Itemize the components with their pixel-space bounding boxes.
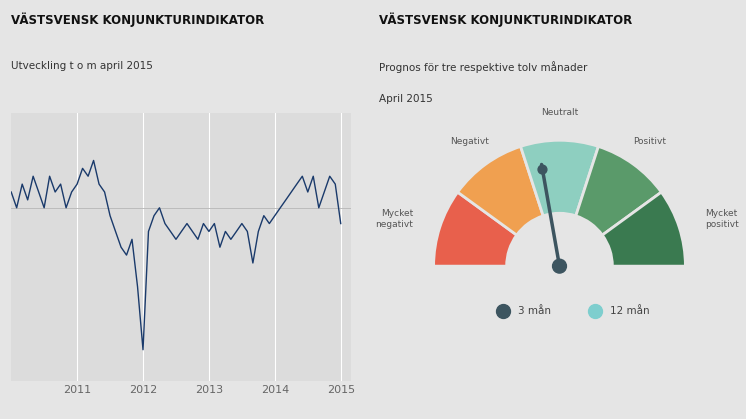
Text: Mycket
positivt: Mycket positivt: [706, 209, 739, 229]
Text: Mycket
negativt: Mycket negativt: [375, 209, 413, 229]
Text: April 2015: April 2015: [379, 94, 433, 104]
Wedge shape: [433, 192, 517, 266]
Text: 3 mån: 3 mån: [518, 306, 551, 316]
Text: Positivt: Positivt: [633, 137, 666, 146]
Text: Utveckling t o m april 2015: Utveckling t o m april 2015: [11, 61, 153, 71]
Text: VÄSTSVENSK KONJUNKTURINDIKATOR: VÄSTSVENSK KONJUNKTURINDIKATOR: [11, 13, 264, 27]
Wedge shape: [457, 146, 543, 235]
Text: VÄSTSVENSK KONJUNKTURINDIKATOR: VÄSTSVENSK KONJUNKTURINDIKATOR: [379, 13, 632, 27]
Circle shape: [553, 259, 566, 273]
Text: 12 mån: 12 mån: [610, 306, 650, 316]
Wedge shape: [576, 146, 662, 235]
Text: Negativt: Negativt: [450, 137, 489, 146]
Text: Prognos för tre respektive tolv månader: Prognos för tre respektive tolv månader: [379, 61, 587, 72]
Wedge shape: [602, 192, 686, 266]
Wedge shape: [521, 140, 598, 216]
Text: Neutralt: Neutralt: [541, 108, 578, 117]
Circle shape: [538, 165, 547, 174]
